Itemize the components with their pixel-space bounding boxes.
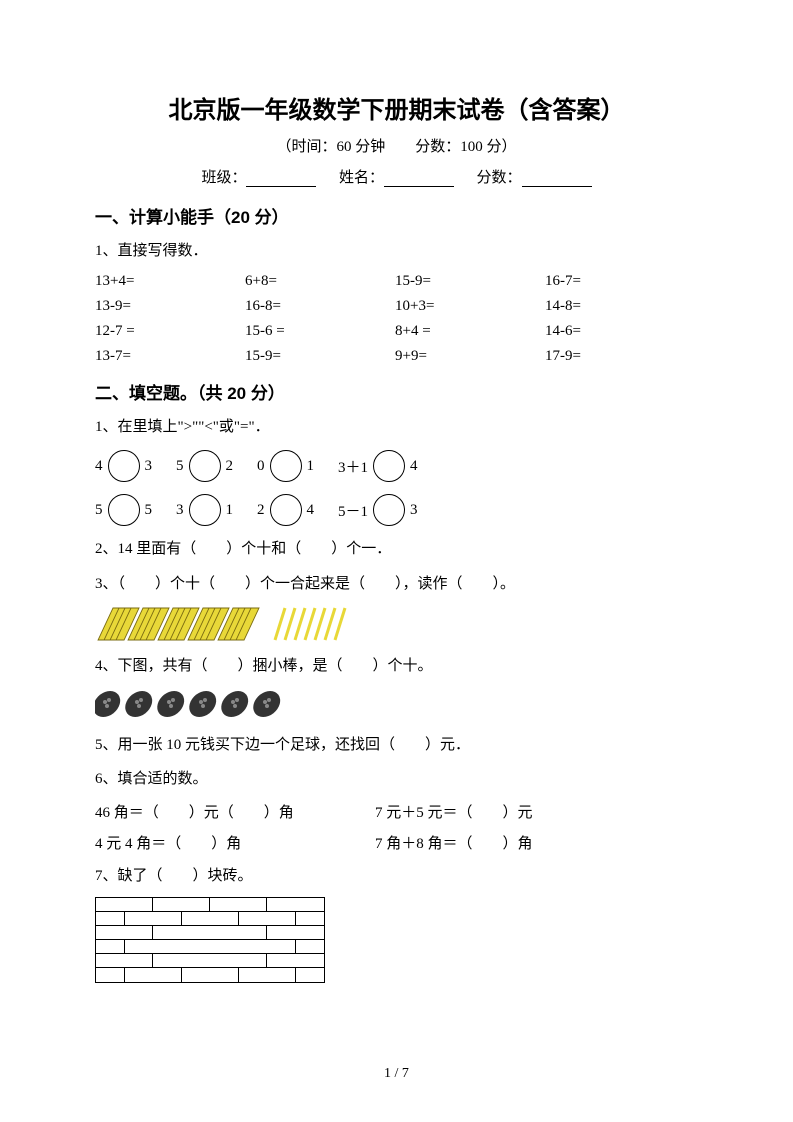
calc-cell: 10+3= [395,298,545,315]
exam-subtitle: （时间：60 分钟 分数：100 分） [95,135,698,156]
section2-header: 二、填空题。（共 20 分） [95,379,698,404]
cmp-l: 3 [176,502,184,519]
s2-q5: 5、用一张 10 元钱买下边一个足球，还找回（ ）元． [95,734,698,757]
section1-header: 一、计算小能手（20 分） [95,203,698,228]
name-label: 姓名： [339,170,384,186]
calc-table: 13+4= 6+8= 15-9= 16-7= 13-9= 16-8= 10+3=… [95,273,698,365]
money-row: 46 角＝（ ）元（ ）角 7 元＋5 元＝（ ）元 [95,801,698,822]
cmp-r: 1 [307,458,315,475]
cmp-r: 4 [410,458,418,475]
cmp-l: 3＋1 [338,456,368,477]
cmp-r: 1 [226,502,234,519]
cmp-l: 4 [95,458,103,475]
exam-title: 北京版一年级数学下册期末试卷（含答案） [95,90,698,125]
cmp-r: 4 [307,502,315,519]
score-label: 分数： [477,170,522,186]
compare-circle[interactable] [373,450,405,482]
s2-q3: 3、（ ）个十（ ）个一合起来是（ ），读作（ ）。 [95,573,698,596]
s2-q7: 7、缺了（ ）块砖。 [95,865,698,888]
calc-cell: 12-7 = [95,323,245,340]
cmp-r: 3 [145,458,153,475]
cmp-l: 5 [176,458,184,475]
class-label: 班级： [201,170,246,186]
calc-cell: 13+4= [95,273,245,290]
compare-circle[interactable] [189,450,221,482]
page-number: 1 / 7 [0,1066,793,1082]
calc-cell: 14-8= [545,298,695,315]
calc-row: 13-7= 15-9= 9+9= 17-9= [95,348,698,365]
calc-row: 12-7 = 15-6 = 8+4 = 14-6= [95,323,698,340]
cmp-l: 5－1 [338,500,368,521]
calc-cell: 15-6 = [245,323,395,340]
calc-cell: 16-8= [245,298,395,315]
money-row: 4 元 4 角＝（ ）角 7 角＋8 角＝（ ）角 [95,832,698,853]
score-blank[interactable] [522,171,592,187]
s2-q4: 4、下图，共有（ ）捆小棒，是（ ）个十。 [95,655,698,678]
money-cell: 7 元＋5 元＝（ ）元 [375,801,655,822]
s2-q2: 2、14 里面有（ ）个十和（ ）个一． [95,538,698,561]
compare-circle[interactable] [108,450,140,482]
cmp-l: 2 [257,502,265,519]
calc-row: 13+4= 6+8= 15-9= 16-7= [95,273,698,290]
compare-circle[interactable] [373,494,405,526]
calc-cell: 14-6= [545,323,695,340]
compare-circle[interactable] [108,494,140,526]
s1-q1-label: 1、直接写得数． [95,240,698,263]
name-blank[interactable] [384,171,454,187]
calc-cell: 13-9= [95,298,245,315]
s2-q6-label: 6、填合适的数。 [95,768,698,791]
student-info-line: 班级： 姓名： 分数： [95,166,698,187]
calc-cell: 13-7= [95,348,245,365]
money-cell: 4 元 4 角＝（ ）角 [95,832,375,853]
s2-q1-label: 1、在里填上">""<"或"="． [95,416,698,439]
calc-cell: 17-9= [545,348,695,365]
cmp-r: 2 [226,458,234,475]
calc-cell: 8+4 = [395,323,545,340]
cmp-l: 5 [95,502,103,519]
cmp-l: 0 [257,458,265,475]
cmp-r: 3 [410,502,418,519]
dark-bundles-image [95,688,698,722]
cmp-r: 5 [145,502,153,519]
calc-cell: 15-9= [245,348,395,365]
yellow-sticks-image [95,605,698,643]
compare-row-2: 5 5 3 1 2 4 5－1 3 [95,494,698,526]
money-cell: 46 角＝（ ）元（ ）角 [95,801,375,822]
class-blank[interactable] [246,171,316,187]
compare-circle[interactable] [270,450,302,482]
brick-wall-image [95,897,325,983]
compare-row-1: 4 3 5 2 0 1 3＋1 4 [95,450,698,482]
calc-row: 13-9= 16-8= 10+3= 14-8= [95,298,698,315]
compare-circle[interactable] [270,494,302,526]
money-cell: 7 角＋8 角＝（ ）角 [375,832,655,853]
calc-cell: 15-9= [395,273,545,290]
calc-cell: 6+8= [245,273,395,290]
compare-circle[interactable] [189,494,221,526]
calc-cell: 16-7= [545,273,695,290]
calc-cell: 9+9= [395,348,545,365]
